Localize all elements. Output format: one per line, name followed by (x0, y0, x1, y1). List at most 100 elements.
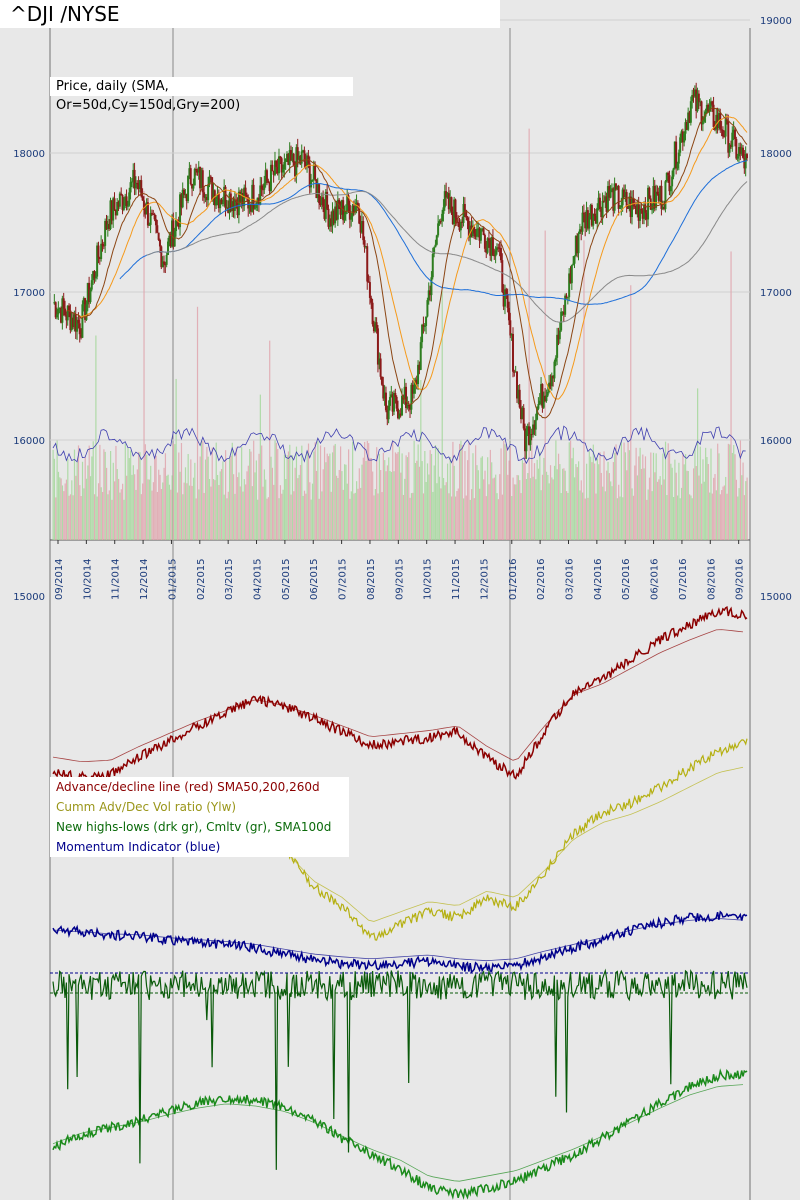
volume-bar (331, 452, 334, 540)
volume-bar (524, 451, 526, 540)
candle-body (556, 334, 559, 358)
candle-body (429, 290, 432, 296)
candle-body (715, 114, 718, 130)
volume-bar (128, 458, 130, 540)
candle-body (295, 147, 298, 177)
volume-bar (445, 482, 447, 540)
candle-body (56, 314, 59, 318)
volume-bar (714, 474, 716, 540)
volume-bar (150, 465, 152, 540)
volume-bar (697, 388, 699, 540)
candle-body (612, 188, 615, 211)
candle-body (517, 389, 520, 399)
candle-body (505, 289, 508, 294)
candle-body (664, 181, 667, 210)
volume-bar (271, 467, 273, 540)
candle-body (302, 150, 305, 152)
candle-body (96, 245, 99, 277)
candle-body (217, 193, 220, 209)
volume-bar (223, 494, 225, 540)
candle-body (548, 382, 551, 392)
candle-body (228, 193, 231, 213)
volume-bar (489, 449, 491, 540)
volume-bar (520, 493, 522, 540)
volume-bar (738, 488, 740, 540)
candle-body (441, 213, 444, 222)
candle-body (552, 375, 555, 379)
candle-body (64, 308, 67, 316)
volume-bar (418, 466, 421, 540)
xtick-16: 01/2016 (508, 558, 519, 600)
volume-bar (89, 476, 92, 540)
candle-body (239, 191, 242, 202)
candle-body (546, 391, 549, 396)
volume-bar (174, 444, 176, 540)
candle-body (311, 179, 314, 181)
xtick-6: 03/2015 (224, 558, 235, 600)
candle-body (138, 180, 141, 189)
candle-body (240, 193, 243, 202)
volume-bar (71, 480, 73, 540)
candle-body (54, 302, 57, 318)
volume-bar (559, 464, 561, 540)
candle-body (667, 172, 670, 176)
volume-bar (172, 443, 175, 540)
volume-bar (194, 462, 196, 540)
volume-bar (87, 465, 89, 540)
price-momentum-line (52, 425, 746, 465)
volume-bar (473, 498, 475, 540)
volume-bar (251, 486, 253, 540)
volume-bar (410, 493, 413, 540)
volume-bar (369, 457, 371, 540)
volume-bar (382, 452, 384, 540)
candle-body (391, 394, 394, 412)
candle-body (743, 157, 746, 169)
volume-bar (103, 449, 105, 540)
candle-body (223, 186, 226, 203)
candle-body (279, 156, 282, 159)
candle-body (633, 205, 636, 207)
volume-bar (52, 449, 54, 540)
volume-bar (551, 477, 553, 540)
volume-bar (426, 463, 429, 540)
volume-bar (512, 477, 514, 540)
volume-bar (100, 487, 102, 540)
volume-bar (222, 461, 224, 540)
candle-body (65, 315, 68, 321)
volume-bar (564, 470, 566, 540)
candle-body (372, 324, 375, 332)
candle-body (219, 199, 222, 209)
volume-bar (398, 446, 401, 540)
volume-bar (540, 490, 542, 540)
volume-bar (548, 483, 550, 540)
candle-body (271, 164, 274, 171)
volume-bar (160, 489, 163, 540)
candle-body (598, 197, 601, 210)
candle-body (622, 189, 625, 198)
volume-bar (281, 493, 283, 540)
volume-bar (599, 452, 601, 540)
candle-body (184, 194, 187, 196)
volume-bar (57, 471, 60, 540)
candle-body (700, 101, 703, 125)
volume-bar (521, 460, 524, 540)
volume-bar (532, 476, 534, 540)
volume-bar (414, 463, 417, 540)
volume-bar (335, 475, 338, 540)
volume-bar (580, 480, 582, 540)
volume-bar (93, 494, 96, 540)
candle-body (737, 147, 740, 157)
volume-bar (644, 456, 647, 540)
candle-body (209, 176, 212, 178)
volume-bar (294, 467, 296, 540)
candle-body (421, 324, 424, 343)
candle-body (585, 210, 588, 229)
candle-body (490, 237, 493, 256)
candle-body (334, 206, 337, 224)
volume-bar (487, 457, 489, 540)
volume-bar (142, 483, 144, 540)
volume-bar (235, 447, 237, 540)
xtick-4: 01/2015 (167, 558, 178, 600)
volume-bar (433, 465, 435, 540)
volume-bar (555, 440, 557, 540)
